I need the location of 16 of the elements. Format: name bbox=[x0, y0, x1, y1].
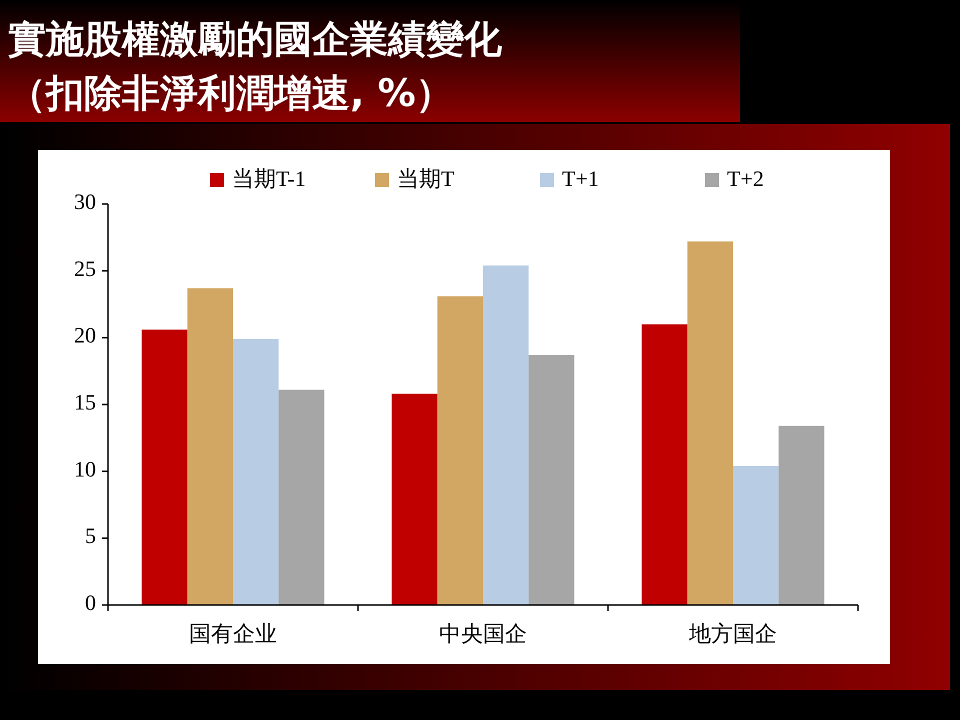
y-tick-label: 5 bbox=[85, 523, 96, 548]
x-tick-label: 国有企业 bbox=[189, 621, 277, 646]
x-tick-label: 地方国企 bbox=[688, 621, 777, 646]
y-tick-label: 15 bbox=[74, 390, 96, 415]
chart-title: 實施股權激勵的國企業績變化 bbox=[8, 17, 503, 61]
y-tick-label: 30 bbox=[74, 189, 96, 214]
y-tick-label: 20 bbox=[74, 322, 96, 348]
legend-label: T+1 bbox=[562, 166, 599, 192]
y-tick-label: 25 bbox=[74, 256, 96, 281]
legend-label: 当期T bbox=[397, 166, 455, 192]
chart-subtitle: （扣除非淨利潤增速, %） bbox=[8, 71, 454, 115]
y-tick-label: 0 bbox=[85, 590, 96, 616]
legend-label: 当期T-1 bbox=[232, 166, 306, 192]
x-tick-label: 中央国企 bbox=[439, 621, 527, 646]
y-tick-label: 10 bbox=[74, 456, 96, 482]
legend-label: T+2 bbox=[727, 166, 764, 192]
